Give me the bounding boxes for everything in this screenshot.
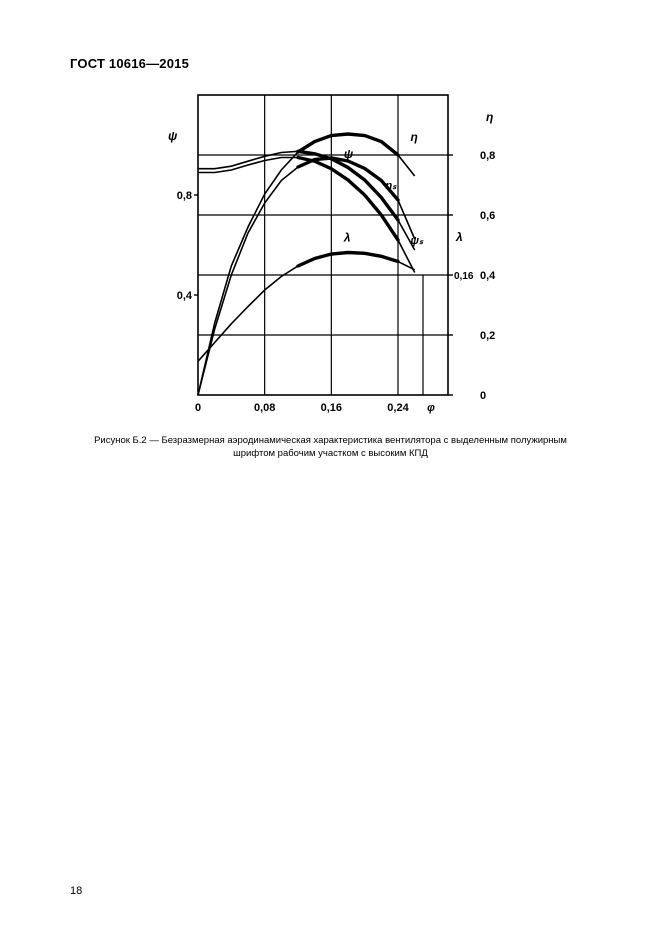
svg-text:0,16: 0,16 [454, 271, 474, 282]
svg-text:0,6: 0,6 [480, 210, 495, 222]
svg-text:0,4: 0,4 [176, 290, 192, 302]
svg-text:0,16: 0,16 [320, 402, 341, 414]
caption-line-2: шрифтом рабочим участком с высоким КПД [233, 448, 428, 459]
svg-text:0,8: 0,8 [176, 190, 191, 202]
svg-text:0,8: 0,8 [480, 150, 495, 162]
aero-chart: 0 0,08 0,16 0,24 φ ψ 0,4 0,8 η 0 0,2 0,4 0,6 0,8 λ 0,16… [154, 85, 508, 425]
svg-text:λ: λ [455, 230, 463, 244]
doc-header: ГОСТ 10616—2015 [70, 56, 591, 71]
svg-text:λ: λ [342, 231, 350, 245]
svg-text:0,08: 0,08 [253, 402, 274, 414]
svg-text:η: η [410, 130, 417, 144]
svg-text:ψ: ψ [168, 129, 178, 143]
svg-text:ηₛ: ηₛ [385, 180, 397, 192]
svg-text:0: 0 [194, 402, 200, 414]
page-number: 18 [70, 885, 82, 897]
svg-text:φ: φ [427, 402, 435, 414]
svg-text:η: η [486, 110, 493, 124]
svg-text:0,24: 0,24 [387, 402, 409, 414]
chart-container: 0 0,08 0,16 0,24 φ ψ 0,4 0,8 η 0 0,2 0,4 0,6 0,8 λ 0,16… [70, 85, 591, 425]
svg-text:ψₛ: ψₛ [410, 235, 424, 247]
caption-line-1: Рисунок Б.2 — Безразмерная аэродинамичес… [94, 435, 567, 446]
figure-caption: Рисунок Б.2 — Безразмерная аэродинамичес… [70, 435, 591, 461]
svg-text:0,4: 0,4 [480, 270, 496, 282]
document-page: ГОСТ 10616—2015 00,080,160,24φψ0,40,8η00… [0, 0, 661, 935]
svg-text:0,2: 0,2 [480, 330, 495, 342]
svg-text:0: 0 [480, 390, 486, 402]
svg-text:ψ: ψ [343, 147, 353, 161]
